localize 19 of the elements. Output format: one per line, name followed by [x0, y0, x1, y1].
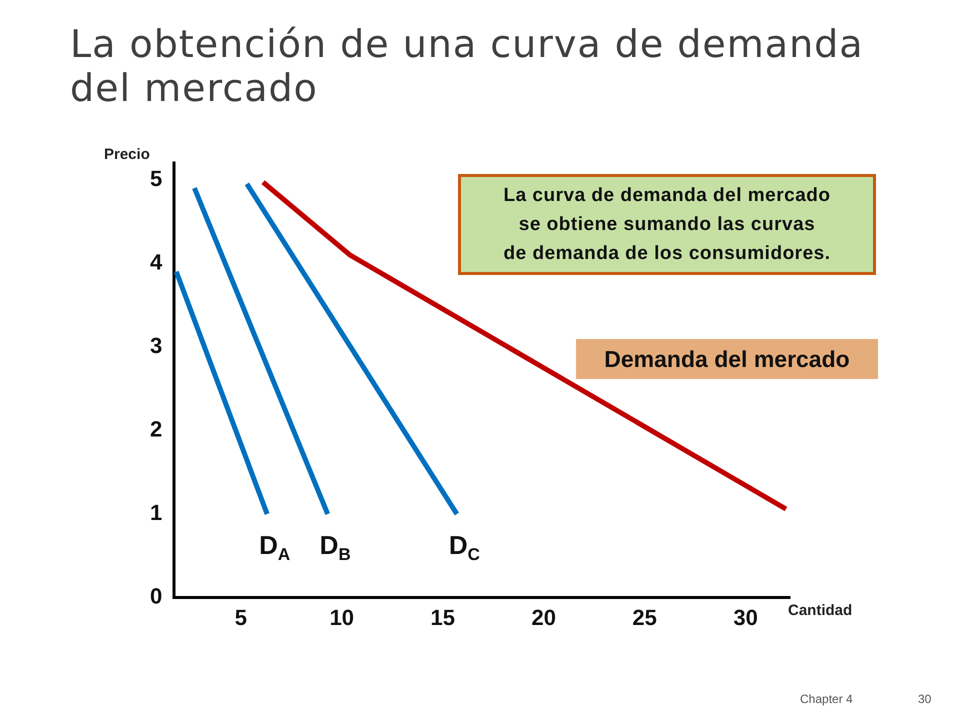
y-tick-label: 1 [150, 500, 162, 526]
y-tick-label: 2 [150, 416, 162, 442]
x-tick-label: 30 [733, 604, 758, 630]
y-tick-label: 3 [150, 332, 162, 358]
text: 30 [918, 692, 932, 706]
x-axis-title: Cantidad [788, 602, 852, 619]
series-label: Demanda del mercado [576, 339, 878, 379]
x-tick-label: 25 [632, 604, 657, 630]
x-tick-label: 20 [531, 604, 556, 630]
x-tick-label: 15 [430, 604, 455, 630]
callout-box: La curva de demanda del mercado se obtiene sumando las curvas de demanda de los consumidores. [458, 174, 876, 275]
text: Chapter 4 [800, 692, 853, 706]
y-tick-label: 0 [150, 584, 162, 609]
x-tick-label: 5 [234, 604, 247, 630]
y-axis-title: Precio [104, 146, 150, 163]
chart-title: La obtención de una curva de demanda del mercado [70, 22, 865, 110]
x-tick-label: 10 [330, 604, 354, 630]
y-tick-label: 5 [150, 166, 162, 191]
y-tick-label: 4 [150, 249, 163, 274]
